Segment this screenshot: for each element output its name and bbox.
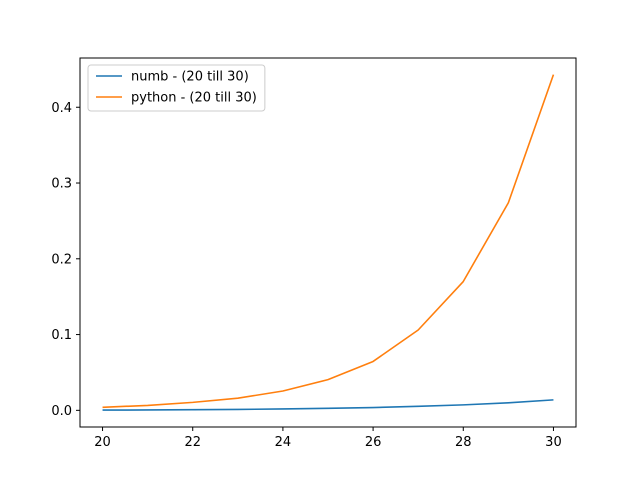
x-axis: 20 22 24 26 28 30 bbox=[94, 427, 562, 450]
x-tick-label: 28 bbox=[455, 435, 472, 450]
plot-frame bbox=[79, 57, 577, 428]
x-tick-label: 26 bbox=[365, 435, 382, 450]
y-tick-label: 0.1 bbox=[51, 328, 72, 343]
x-tick-label: 30 bbox=[545, 435, 562, 450]
y-axis: 0.0 0.1 0.2 0.3 0.4 bbox=[51, 101, 80, 419]
legend-label: numb - (20 till 30) bbox=[131, 70, 249, 85]
x-tick-label: 22 bbox=[184, 435, 201, 450]
y-tick-label: 0.0 bbox=[51, 404, 72, 419]
series-line-0 bbox=[102, 399, 554, 411]
x-tick-label: 24 bbox=[275, 435, 292, 450]
legend-box bbox=[87, 64, 266, 112]
legend-items: numb - (20 till 30) python - (20 till 30) bbox=[96, 70, 257, 106]
legend: numb - (20 till 30) python - (20 till 30) bbox=[87, 64, 266, 112]
x-tick-label: 20 bbox=[94, 435, 111, 450]
y-tick-label: 0.3 bbox=[51, 177, 72, 192]
plot-lines bbox=[102, 74, 555, 411]
legend-label: python - (20 till 30) bbox=[131, 91, 257, 106]
y-tick-label: 0.2 bbox=[51, 252, 72, 267]
y-tick-label: 0.4 bbox=[51, 101, 72, 116]
series-line-1 bbox=[102, 74, 555, 409]
